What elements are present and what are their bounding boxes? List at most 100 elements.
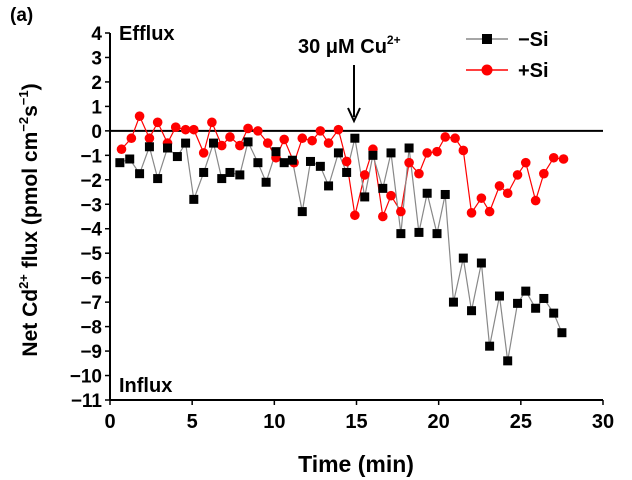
y-tick-label: −3 bbox=[80, 195, 102, 216]
data-point-plus-si bbox=[170, 122, 181, 132]
y-title-prefix: Net Cd bbox=[19, 289, 42, 357]
data-point-minus-si bbox=[199, 167, 209, 177]
y-tick-label: 0 bbox=[91, 122, 102, 143]
data-point-plus-si bbox=[494, 181, 505, 191]
data-point-minus-si bbox=[279, 158, 289, 168]
data-point-plus-si bbox=[548, 152, 559, 163]
data-point-minus-si bbox=[531, 303, 541, 313]
data-point-minus-si bbox=[467, 306, 477, 316]
data-point-minus-si bbox=[115, 158, 125, 168]
data-point-minus-si bbox=[432, 229, 442, 239]
y-tick-label: −8 bbox=[80, 318, 102, 339]
data-point-minus-si bbox=[287, 155, 297, 165]
data-point-plus-si bbox=[476, 193, 487, 203]
data-point-plus-si bbox=[539, 168, 549, 179]
data-point-minus-si bbox=[368, 150, 378, 160]
data-point-minus-si bbox=[342, 167, 352, 177]
data-point-plus-si bbox=[396, 206, 406, 217]
data-point-plus-si bbox=[262, 138, 273, 148]
data-point-minus-si bbox=[144, 142, 154, 152]
efflux-label: Efflux bbox=[119, 23, 175, 45]
data-point-plus-si bbox=[253, 126, 263, 136]
data-point-plus-si bbox=[341, 156, 352, 167]
data-point-minus-si bbox=[350, 133, 360, 143]
y-title-sup1: 2+ bbox=[16, 274, 31, 289]
y-title-mid2: s bbox=[19, 105, 42, 117]
data-point-minus-si bbox=[440, 189, 450, 199]
data-point-minus-si bbox=[333, 148, 343, 158]
data-point-plus-si bbox=[144, 133, 155, 144]
data-point-plus-si bbox=[377, 211, 388, 222]
data-point-minus-si bbox=[485, 341, 495, 351]
y-tick-label: −7 bbox=[80, 293, 102, 314]
data-point-plus-si bbox=[189, 124, 199, 135]
data-point-minus-si bbox=[172, 152, 182, 162]
data-point-plus-si bbox=[466, 208, 477, 218]
data-point-plus-si bbox=[152, 117, 163, 128]
data-point-minus-si bbox=[458, 253, 468, 263]
data-point-minus-si bbox=[235, 170, 245, 180]
treatment-annotation: 30 μM Cu2+ bbox=[298, 33, 401, 58]
data-point-minus-si bbox=[360, 192, 370, 202]
legend-marker-minus-si bbox=[482, 34, 492, 44]
data-point-minus-si bbox=[225, 167, 235, 177]
data-point-minus-si bbox=[422, 188, 432, 198]
y-tick-label: −1 bbox=[80, 146, 102, 167]
y-tick-label: 2 bbox=[91, 73, 102, 94]
data-point-minus-si bbox=[521, 286, 531, 296]
data-point-plus-si bbox=[350, 210, 360, 221]
data-point-minus-si bbox=[494, 291, 504, 301]
data-point-minus-si bbox=[503, 356, 513, 366]
y-tick-label: 3 bbox=[91, 48, 102, 69]
data-point-minus-si bbox=[297, 207, 307, 217]
treatment-label: 30 μM Cu bbox=[298, 36, 387, 58]
treatment-superscript: 2+ bbox=[387, 33, 401, 47]
data-point-plus-si bbox=[297, 133, 308, 144]
y-tick-label: −9 bbox=[80, 342, 102, 363]
x-axis-title: Time (min) bbox=[298, 451, 414, 477]
data-point-plus-si bbox=[530, 195, 541, 206]
y-axis-title: Net Cd2+ flux (pmol cm−2s−1) bbox=[16, 83, 42, 356]
data-point-minus-si bbox=[217, 174, 227, 184]
data-point-minus-si bbox=[125, 154, 135, 164]
data-point-minus-si bbox=[513, 298, 523, 308]
data-point-minus-si bbox=[135, 169, 145, 179]
y-tick-label: −10 bbox=[70, 367, 102, 388]
y-tick-label: 4 bbox=[91, 24, 102, 45]
series-line-minus-si bbox=[119, 138, 563, 362]
data-point-minus-si bbox=[243, 137, 253, 147]
x-tick-label: 30 bbox=[592, 411, 614, 433]
data-point-plus-si bbox=[307, 135, 317, 146]
data-point-plus-si bbox=[440, 132, 451, 142]
data-point-minus-si bbox=[253, 158, 263, 168]
data-point-plus-si bbox=[432, 146, 442, 157]
x-tick-label: 5 bbox=[187, 411, 198, 433]
data-point-minus-si bbox=[448, 297, 458, 307]
data-point-plus-si bbox=[323, 138, 334, 148]
legend: −Si +Si bbox=[466, 29, 549, 82]
data-point-minus-si bbox=[386, 148, 396, 158]
data-point-plus-si bbox=[198, 148, 209, 158]
panel-label: (a) bbox=[10, 5, 33, 26]
data-point-minus-si bbox=[261, 177, 271, 187]
data-point-plus-si bbox=[458, 145, 469, 156]
data-point-minus-si bbox=[324, 181, 334, 191]
data-point-plus-si bbox=[225, 132, 235, 142]
data-point-plus-si bbox=[512, 170, 523, 180]
data-point-plus-si bbox=[333, 124, 344, 135]
data-point-plus-si bbox=[450, 133, 460, 144]
data-point-plus-si bbox=[422, 148, 432, 158]
y-title-suffix: ) bbox=[19, 83, 42, 90]
y-title-sup2: −2 bbox=[16, 117, 31, 132]
data-point-plus-si bbox=[386, 190, 396, 201]
data-point-plus-si bbox=[116, 144, 127, 155]
y-title-sup3: −1 bbox=[16, 90, 31, 105]
data-point-plus-si bbox=[404, 157, 414, 168]
influx-label: Influx bbox=[119, 375, 172, 397]
legend-marker-plus-si bbox=[481, 64, 493, 76]
data-point-minus-si bbox=[378, 183, 388, 193]
data-point-plus-si bbox=[558, 154, 569, 164]
data-point-minus-si bbox=[549, 308, 559, 318]
